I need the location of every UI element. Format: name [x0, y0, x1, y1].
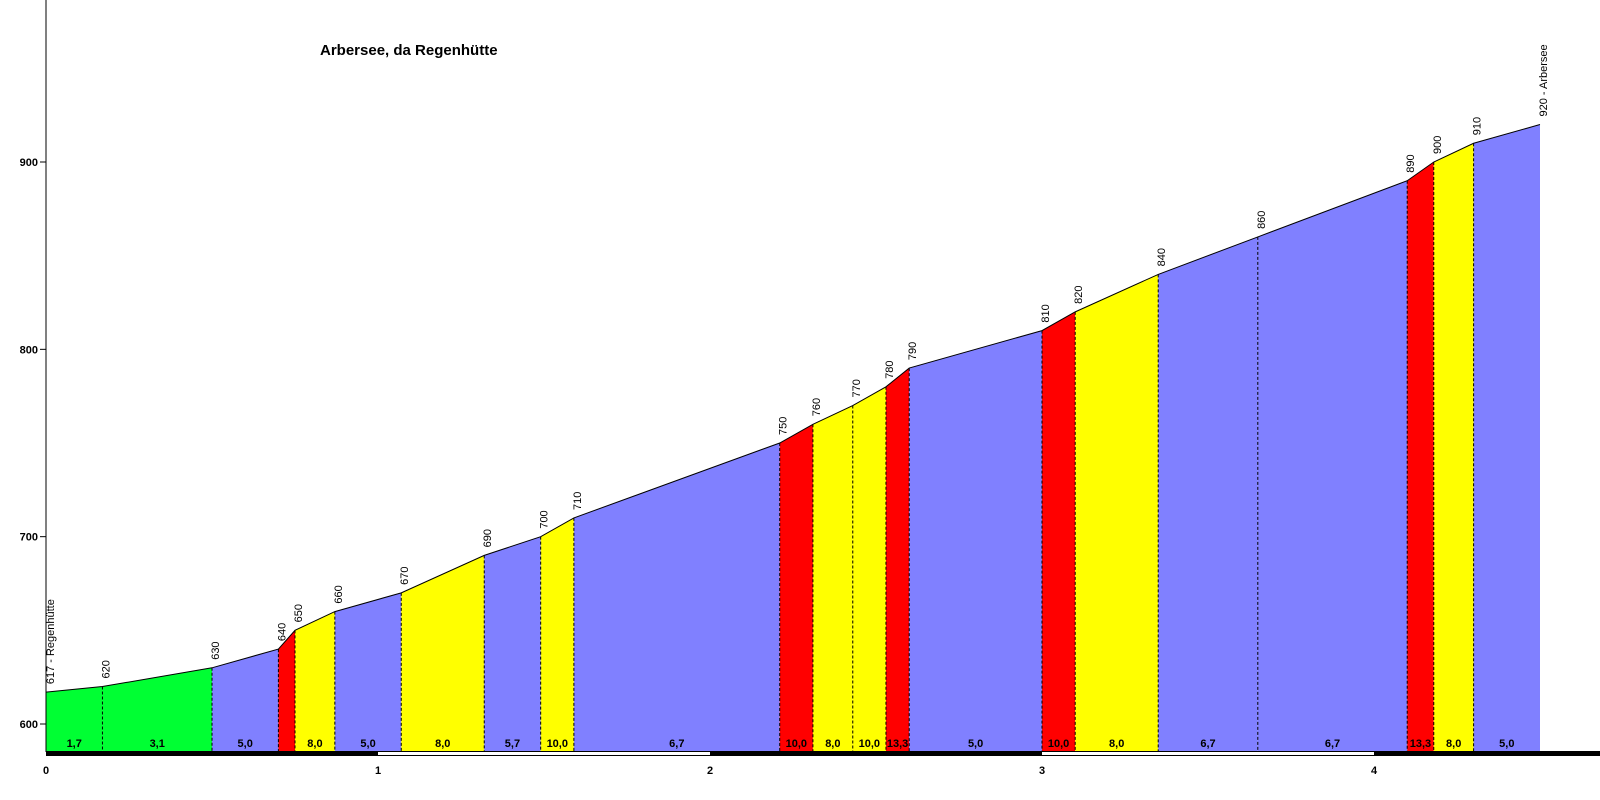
y-tick-label: 800 — [20, 344, 38, 356]
altitude-label: 660 — [333, 585, 345, 603]
gradient-segment — [1158, 236, 1258, 751]
gradient-segment — [1407, 162, 1434, 751]
altitude-label: 630 — [210, 641, 222, 659]
gradient-segment — [540, 517, 574, 751]
gradient-segment — [295, 611, 335, 751]
x-tick-label: 4 — [1371, 765, 1378, 777]
gradient-label: 5,0 — [968, 738, 983, 750]
gradient-segment — [484, 536, 541, 751]
x-tick-label: 2 — [707, 765, 713, 777]
altitude-label: 670 — [399, 567, 411, 585]
gradient-label: 8,0 — [307, 738, 322, 750]
gradient-segment — [812, 405, 853, 751]
altitude-label: 780 — [884, 360, 896, 378]
axes — [45, 0, 1600, 756]
gradient-label: 8,0 — [435, 738, 450, 750]
altitude-label: 790 — [907, 342, 919, 360]
altitude-label: 860 — [1256, 211, 1268, 229]
gradient-label: 8,0 — [1109, 738, 1124, 750]
x-tick-label: 3 — [1039, 765, 1045, 777]
gradient-label: 6,7 — [1200, 738, 1215, 750]
altitude-label: 760 — [811, 398, 823, 416]
y-tick-label: 700 — [20, 532, 38, 544]
km-bar-section — [1042, 752, 1374, 755]
altitude-label: 820 — [1073, 286, 1085, 304]
gradient-label: 8,0 — [825, 738, 840, 750]
altitude-label: 840 — [1156, 248, 1168, 266]
gradient-labels: 1,7 3,1 5,0 8,0 5,0 8,0 5,7 10,0 6,7 10,0 8,0 10,0 1… — [67, 738, 1515, 750]
gradient-label: 5,0 — [238, 738, 253, 750]
gradient-segment — [909, 330, 1042, 751]
gradient-label: 13,3 — [887, 738, 908, 750]
gradient-segment — [1042, 311, 1076, 751]
gradient-label: 5,0 — [1499, 738, 1514, 750]
x-axis-ticks: 0 1 2 3 4 — [43, 752, 1378, 777]
gradient-label: 10,0 — [547, 738, 568, 750]
gradient-segment — [46, 686, 103, 751]
end-label: 920 - Arbersee — [1538, 44, 1550, 116]
altitude-label: 650 — [293, 604, 305, 622]
gradient-segment — [1257, 180, 1408, 751]
profile-outline — [45, 124, 1541, 693]
gradient-segment — [1433, 143, 1474, 751]
altitude-label: 640 — [276, 623, 288, 641]
gradient-label: 6,7 — [1325, 738, 1340, 750]
gradient-label: 6,7 — [669, 738, 684, 750]
gradient-segment — [779, 424, 813, 751]
chart-title: Arbersee, da Regenhütte — [320, 42, 498, 59]
altitude-label: 710 — [572, 492, 584, 510]
gradient-segment — [1473, 124, 1540, 752]
gradient-label: 10,0 — [1048, 738, 1069, 750]
altitude-labels: 617 - Regenhütte 620 630 640 650 660 670 690 700… — [45, 44, 1550, 684]
start-label: 617 - Regenhütte — [45, 599, 57, 684]
gradient-label: 1,7 — [67, 738, 82, 750]
altitude-label: 750 — [778, 417, 790, 435]
altitude-label: 620 — [100, 660, 112, 678]
altitude-label: 690 — [482, 529, 494, 547]
altitude-label: 770 — [851, 379, 863, 397]
y-axis-ticks: 600 700 800 900 — [20, 157, 46, 731]
altitude-label: 900 — [1432, 136, 1444, 154]
gradient-segments — [46, 124, 1540, 752]
gradient-label: 10,0 — [859, 738, 880, 750]
altitude-label: 890 — [1405, 154, 1417, 172]
altitude-label: 910 — [1472, 117, 1484, 135]
gradient-label: 13,3 — [1410, 738, 1431, 750]
gradient-segment — [401, 555, 485, 751]
gradient-label: 10,0 — [786, 738, 807, 750]
km-bar-section — [378, 752, 710, 755]
gradient-label: 8,0 — [1446, 738, 1461, 750]
gradient-segment — [102, 667, 212, 751]
gradient-label: 5,7 — [505, 738, 520, 750]
gradient-segment — [334, 592, 402, 751]
y-tick-label: 600 — [20, 719, 38, 731]
gradient-label: 5,0 — [360, 738, 375, 750]
gradient-segment — [885, 368, 910, 751]
gradient-label: 3,1 — [150, 738, 165, 750]
gradient-segment — [278, 630, 295, 751]
altitude-label: 700 — [539, 510, 551, 528]
x-axis-bar — [46, 751, 1600, 756]
gradient-segment — [212, 649, 279, 751]
gradient-segment — [573, 443, 780, 751]
y-tick-label: 900 — [20, 157, 38, 169]
altitude-label: 810 — [1040, 304, 1052, 322]
gradient-segment — [852, 386, 886, 751]
x-tick-label: 1 — [375, 765, 381, 777]
x-tick-label: 0 — [43, 765, 49, 777]
gradient-segment — [1075, 274, 1159, 751]
profile-line — [45, 124, 1541, 693]
